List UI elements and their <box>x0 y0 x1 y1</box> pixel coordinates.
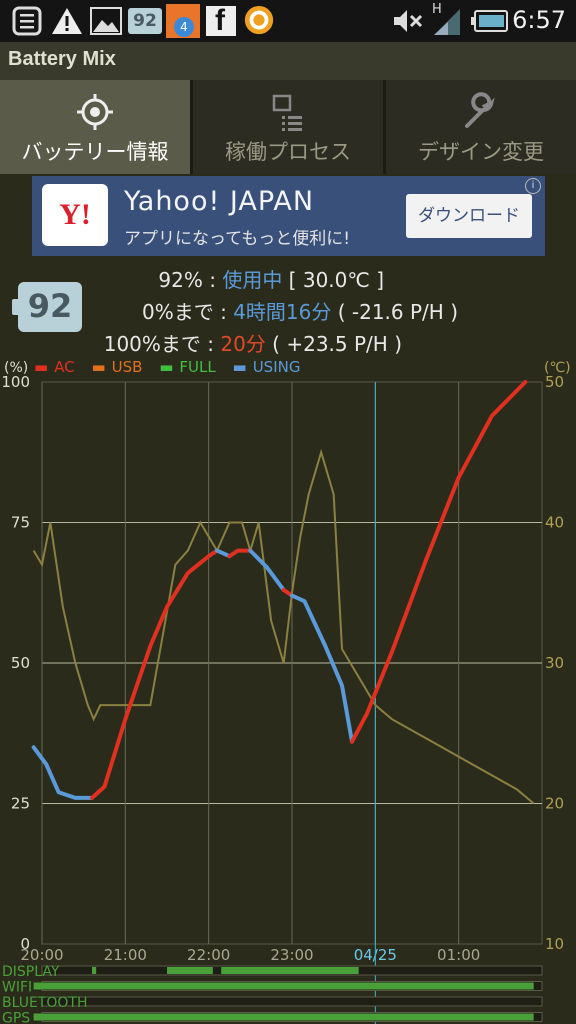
battery-level: 92 <box>27 287 73 325</box>
activity-label-bluetooth: BLUETOOTH <box>2 995 87 1011</box>
to-full-time: 20分 <box>220 332 266 356</box>
to-full-label: 100%まで : <box>103 332 221 356</box>
battery-history-chart: 0 25 50 75 100 10 20 30 40 50 (%) (℃) 20:00 21:00 22:0… <box>1 360 571 1024</box>
battery-badge-icon: 92 <box>128 8 162 34</box>
battery-series-using <box>290 593 354 744</box>
tab-label: 稼働プロセス <box>225 140 351 164</box>
activity-label-display: DISPLAY <box>2 964 60 980</box>
x-tick-label: 01:00 <box>437 946 480 964</box>
time-to-empty-line: 0%まで : 4時間16分 ( -21.6 P/H ) <box>142 296 458 325</box>
image-icon <box>90 7 122 35</box>
activity-label-wifi: WIFI <box>2 980 32 996</box>
activity-track <box>41 996 543 1007</box>
crosshair-icon <box>77 94 113 130</box>
menu-icon <box>12 6 42 36</box>
clock: 6:57 <box>512 6 566 34</box>
status-bar: 92 4 f H 6:57 <box>0 0 576 42</box>
app-title: Battery Mix <box>8 48 116 70</box>
chart-legend: ▬ AC ▬ USB ▬ FULL ▬ USING <box>34 358 312 376</box>
ad-info-icon[interactable]: i <box>525 178 541 194</box>
x-tick-label: 20:00 <box>20 946 63 964</box>
battery-level-badge: 92 <box>12 282 82 332</box>
download-button[interactable]: ダウンロード <box>406 194 532 238</box>
status-label: 92% : <box>158 268 223 292</box>
tab-battery-info[interactable]: バッテリー情報 <box>0 80 190 174</box>
activity-segment <box>33 1013 534 1021</box>
discharge-rate: ( -21.6 P/H ) <box>331 300 458 324</box>
battery-series-ac <box>227 548 253 559</box>
activity-segment <box>167 967 213 974</box>
left-tick-label: 50 <box>11 654 30 672</box>
status-line: 92% : 使用中 [ 30.0℃ ] <box>158 264 384 293</box>
blogger-icon: 4 <box>166 4 200 38</box>
tab-bar: バッテリー情報 稼働プロセス デザイン変更 <box>0 80 576 174</box>
warning-icon <box>52 8 82 34</box>
process-list-icon <box>272 94 302 131</box>
battery-series-ac <box>350 380 528 744</box>
status-value: 使用中 <box>222 268 283 292</box>
right-axis-unit: (℃) <box>544 360 571 376</box>
tab-label: デザイン変更 <box>418 140 544 164</box>
right-tick-label: 50 <box>545 373 564 391</box>
left-tick-label: 100 <box>1 373 30 391</box>
signal-type: H <box>432 2 442 17</box>
notification-count: 4 <box>174 17 194 37</box>
to-empty-time: 4時間16分 <box>233 300 332 324</box>
x-tick-label: 23:00 <box>270 946 313 964</box>
to-empty-label: 0%まで : <box>142 300 234 324</box>
battery-series-using <box>215 548 232 559</box>
charge-rate: ( +23.5 P/H ) <box>265 332 402 356</box>
yahoo-logo: Y! <box>42 184 108 246</box>
legend-using: ▬ USING <box>232 358 301 376</box>
temperature-value: [ 30.0℃ ] <box>282 268 384 292</box>
left-axis-unit: (%) <box>4 360 28 376</box>
app-icon <box>244 5 274 35</box>
tab-design[interactable]: デザイン変更 <box>386 80 576 174</box>
signal-icon <box>434 9 460 35</box>
battery-icon <box>471 10 508 32</box>
activity-label-gps: GPS <box>2 1011 30 1024</box>
facebook-icon: f <box>206 4 236 37</box>
activity-segment <box>33 982 534 990</box>
left-tick-label: 75 <box>11 514 30 532</box>
right-tick-label: 40 <box>545 514 564 532</box>
time-to-full-line: 100%まで : 20分 ( +23.5 P/H ) <box>104 328 402 357</box>
action-bar: Battery Mix <box>0 42 576 80</box>
wrench-icon <box>465 92 495 128</box>
ad-title: Yahoo! JAPAN <box>124 186 315 217</box>
activity-segment <box>92 967 97 974</box>
activity-segment <box>221 967 359 974</box>
left-tick-label: 0 <box>20 935 30 953</box>
legend-ac: ▬ AC <box>34 358 75 376</box>
right-tick-label: 10 <box>545 935 564 953</box>
right-tick-label: 30 <box>545 654 564 672</box>
tab-processes[interactable]: 稼働プロセス <box>193 80 383 174</box>
battery-series-using <box>31 745 94 800</box>
battery-series-ac <box>90 548 219 800</box>
x-tick-label: 22:00 <box>187 946 230 964</box>
tab-label: バッテリー情報 <box>21 140 169 164</box>
ad-banner[interactable]: Y! Yahoo! JAPAN アプリになってもっと便利に! ダウンロード i <box>32 176 545 256</box>
right-tick-label: 20 <box>545 795 564 813</box>
temperature-line <box>32 448 535 805</box>
legend-usb: ▬ USB <box>91 358 143 376</box>
left-tick-label: 25 <box>11 795 30 813</box>
mute-icon <box>394 10 423 32</box>
legend-full: ▬ FULL <box>159 358 216 376</box>
x-tick-label: 21:00 <box>104 946 147 964</box>
ad-subtitle: アプリになってもっと便利に! <box>124 229 351 249</box>
battery-series-using <box>248 548 286 592</box>
